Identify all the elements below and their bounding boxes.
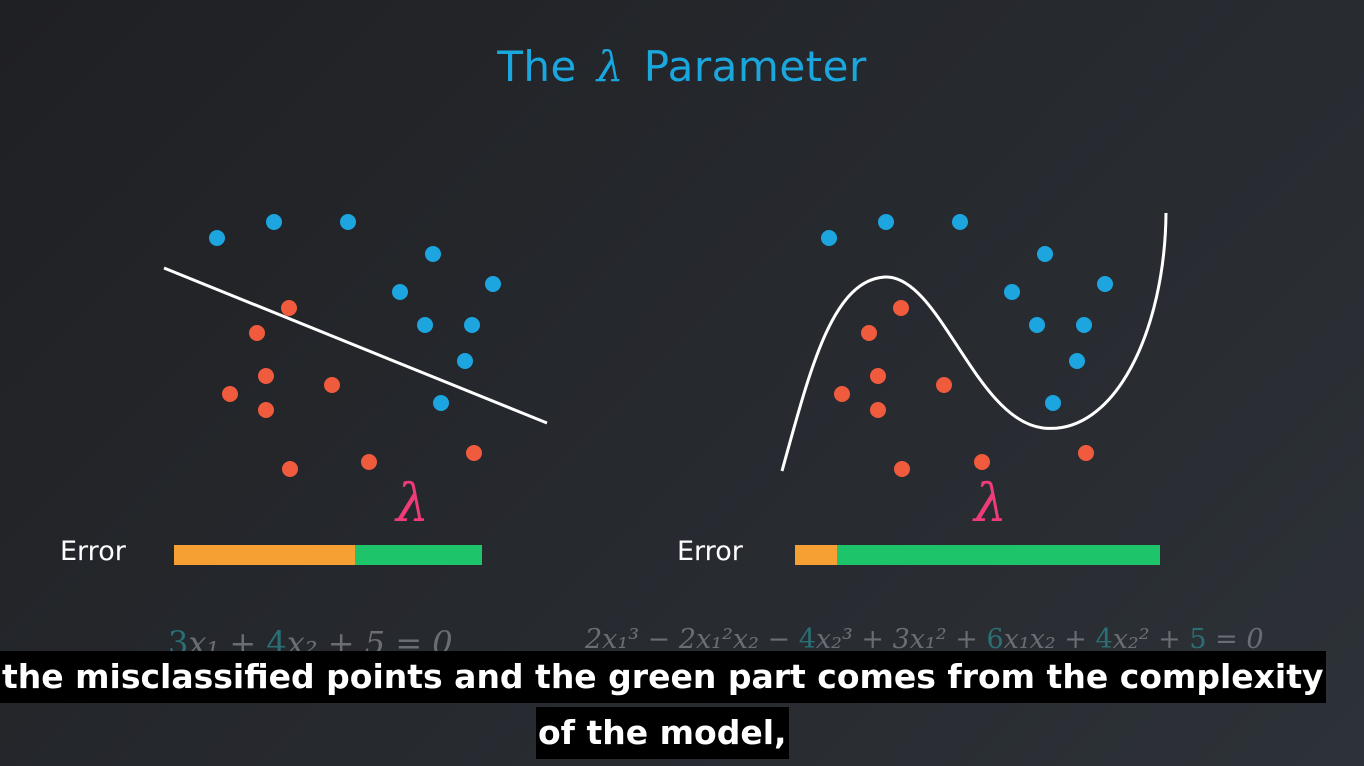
right-error-bar-misclassification (795, 545, 837, 565)
left-error-bar-complexity (355, 545, 482, 565)
left-red-point (258, 402, 274, 418)
left-error-label: Error (60, 536, 126, 567)
left-lambda-marker: λ (396, 474, 429, 534)
left-red-point (361, 454, 377, 470)
right-red-point (870, 402, 886, 418)
right-lambda-marker: λ (974, 474, 1007, 534)
left-blue-point (340, 214, 356, 230)
right-blue-point (952, 214, 968, 230)
right-eq-coef-1: 4 (798, 624, 816, 655)
caption-line-2: of the model, (536, 707, 789, 759)
right-blue-point (1076, 317, 1092, 333)
right-eq-coef-2: 6 (986, 624, 1004, 655)
left-blue-point (485, 276, 501, 292)
right-blue-point (1037, 246, 1053, 262)
left-blue-point (417, 317, 433, 333)
right-blue-point (1029, 317, 1045, 333)
left-blue-point (464, 317, 480, 333)
right-error-label: Error (677, 536, 743, 567)
right-error-bar-complexity (837, 545, 1160, 565)
caption-line-1: the misclassified points and the green p… (0, 651, 1326, 703)
right-red-point (893, 300, 909, 316)
right-eq-term-2: x₂³ + 3x₁² + (815, 624, 987, 655)
right-eq-term-4: x₂² + (1112, 624, 1190, 655)
left-error-bar-misclassification (174, 545, 355, 565)
left-red-point (324, 377, 340, 393)
right-polynomial-boundary (780, 212, 1168, 472)
left-panel-points (209, 214, 501, 477)
right-blue-point (1069, 353, 1085, 369)
right-red-point (1078, 445, 1094, 461)
left-red-point (249, 325, 265, 341)
right-eq-term-3: x₁x₂ + (1003, 624, 1096, 655)
right-eq-term-5: = 0 (1206, 624, 1264, 655)
right-red-point (861, 325, 877, 341)
right-panel-points (821, 214, 1113, 477)
right-red-point (834, 386, 850, 402)
left-blue-point (425, 246, 441, 262)
title-lambda-symbol: λ (596, 42, 624, 91)
right-blue-point (1097, 276, 1113, 292)
left-red-point (222, 386, 238, 402)
right-red-point (870, 368, 886, 384)
left-linear-boundary (163, 266, 548, 425)
left-blue-point (266, 214, 282, 230)
title-suffix: Parameter (643, 42, 867, 91)
left-red-point (258, 368, 274, 384)
left-blue-point (457, 353, 473, 369)
right-red-point (936, 377, 952, 393)
right-blue-point (1045, 395, 1061, 411)
left-blue-point (209, 230, 225, 246)
right-eq-coef-3: 4 (1095, 624, 1113, 655)
right-red-point (974, 454, 990, 470)
left-red-point (466, 445, 482, 461)
left-red-point (281, 300, 297, 316)
right-eq-term-1: 2x₁³ − 2x₁²x₂ − (585, 624, 799, 655)
right-eq-coef-4: 5 (1189, 624, 1207, 655)
right-blue-point (878, 214, 894, 230)
right-red-point (894, 461, 910, 477)
title-prefix: The (497, 42, 577, 91)
left-blue-point (433, 395, 449, 411)
left-blue-point (392, 284, 408, 300)
right-equation: 2x₁³ − 2x₁²x₂ − 4x₂³ + 3x₁² + 6x₁x₂ + 4x… (585, 624, 1264, 655)
slide-title: The λ Parameter (0, 42, 1364, 91)
left-red-point (282, 461, 298, 477)
right-blue-point (821, 230, 837, 246)
right-blue-point (1004, 284, 1020, 300)
